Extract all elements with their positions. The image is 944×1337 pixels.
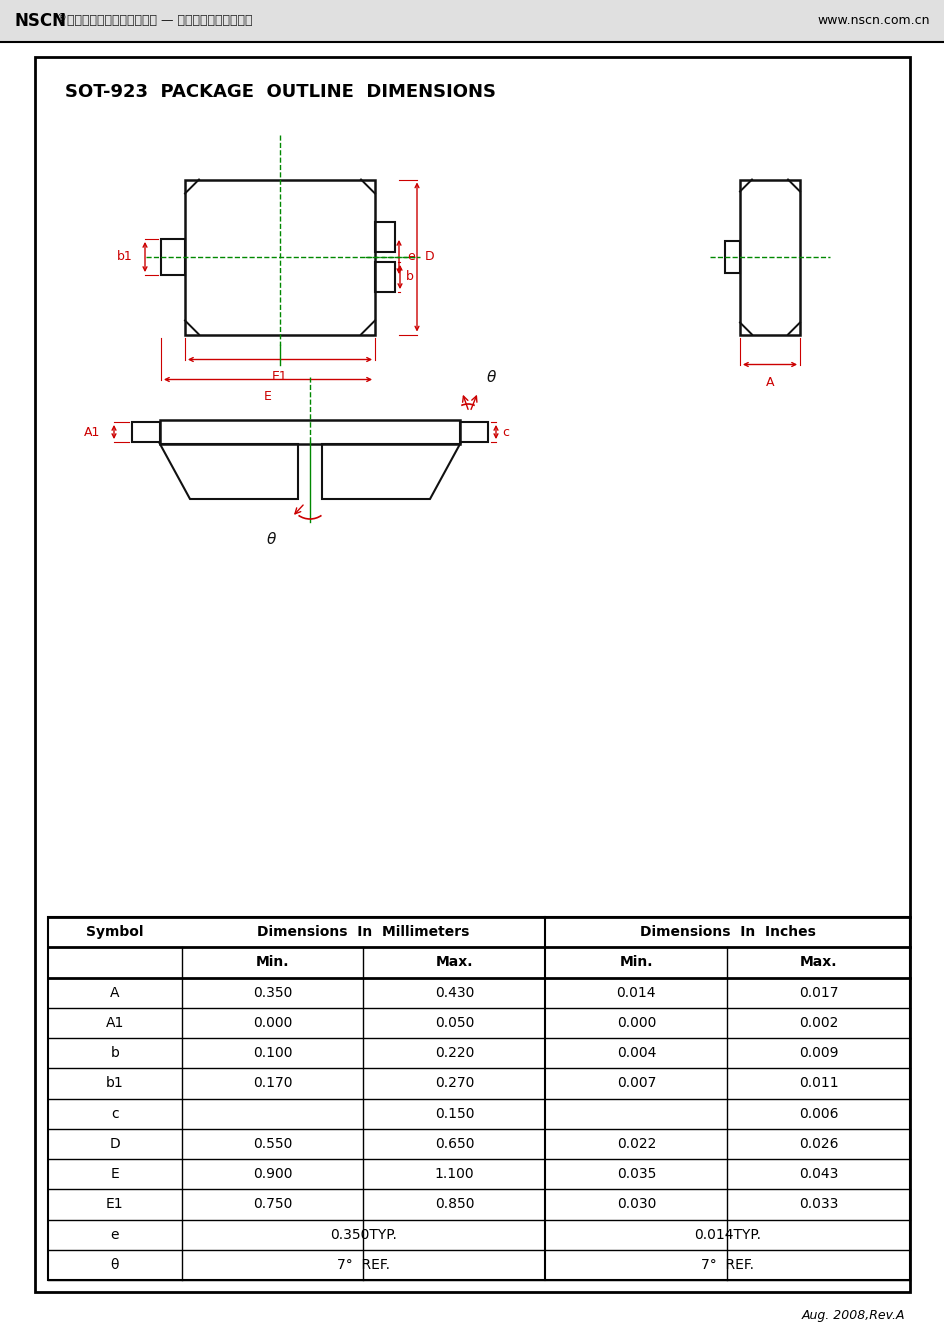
Text: 0.650: 0.650: [434, 1136, 474, 1151]
Text: 0.000: 0.000: [253, 1016, 292, 1029]
Text: θ: θ: [110, 1258, 119, 1271]
Text: 0.350TYP.: 0.350TYP.: [329, 1227, 396, 1242]
Text: A1: A1: [83, 425, 100, 439]
Text: E: E: [263, 390, 272, 404]
Text: 1.100: 1.100: [434, 1167, 474, 1181]
Text: Aug. 2008,Rev.A: Aug. 2008,Rev.A: [801, 1309, 904, 1321]
Text: 0.000: 0.000: [616, 1016, 655, 1029]
Bar: [160, 239, 185, 275]
Bar: [185, 179, 375, 334]
Text: A: A: [765, 376, 773, 389]
Text: 0.033: 0.033: [798, 1198, 837, 1211]
Bar: [739, 179, 800, 334]
Text: 0.014: 0.014: [615, 985, 655, 1000]
Text: 0.026: 0.026: [798, 1136, 837, 1151]
Text: $\theta$: $\theta$: [485, 369, 497, 385]
Text: Max.: Max.: [435, 956, 473, 969]
Text: 0.006: 0.006: [798, 1107, 837, 1120]
Text: D: D: [425, 250, 434, 263]
Text: Symbol: Symbol: [86, 925, 143, 939]
Text: A: A: [110, 985, 120, 1000]
Text: b1: b1: [117, 250, 133, 263]
Bar: [132, 422, 160, 443]
Text: 0.002: 0.002: [798, 1016, 837, 1029]
Bar: [160, 420, 460, 444]
Text: b: b: [406, 270, 413, 283]
Text: 0.050: 0.050: [434, 1016, 474, 1029]
Bar: [724, 241, 739, 273]
Text: ®: ®: [57, 13, 67, 23]
Text: D: D: [110, 1136, 120, 1151]
Text: E: E: [110, 1167, 119, 1181]
Text: e: e: [110, 1227, 119, 1242]
Text: 0.270: 0.270: [434, 1076, 474, 1091]
Text: c: c: [110, 1107, 119, 1120]
Text: 0.100: 0.100: [253, 1046, 292, 1060]
Text: Min.: Min.: [619, 956, 652, 969]
Bar: [460, 422, 487, 443]
Bar: [375, 222, 395, 251]
Text: e: e: [407, 250, 414, 263]
Text: 7°  REF.: 7° REF.: [700, 1258, 753, 1271]
Bar: [375, 262, 395, 291]
Text: 7°  REF.: 7° REF.: [337, 1258, 390, 1271]
Text: 0.004: 0.004: [616, 1046, 655, 1060]
Text: NSCN: NSCN: [15, 12, 67, 29]
Text: Max.: Max.: [799, 956, 836, 969]
Text: b1: b1: [106, 1076, 124, 1091]
Text: 0.043: 0.043: [798, 1167, 837, 1181]
Text: 0.007: 0.007: [616, 1076, 655, 1091]
Text: 0.430: 0.430: [434, 985, 474, 1000]
Text: 0.850: 0.850: [434, 1198, 474, 1211]
Bar: [0, 0, 944, 41]
Text: E1: E1: [106, 1198, 124, 1211]
Text: 0.900: 0.900: [253, 1167, 292, 1181]
Text: 0.009: 0.009: [798, 1046, 837, 1060]
Text: 0.550: 0.550: [253, 1136, 292, 1151]
Text: c: c: [501, 425, 509, 439]
Text: b: b: [110, 1046, 119, 1060]
Text: $\theta$: $\theta$: [266, 531, 278, 547]
Text: A1: A1: [106, 1016, 124, 1029]
Text: Dimensions  In  Millimeters: Dimensions In Millimeters: [257, 925, 469, 939]
Text: 0.170: 0.170: [253, 1076, 292, 1091]
Text: 0.030: 0.030: [616, 1198, 655, 1211]
Text: 0.350: 0.350: [253, 985, 292, 1000]
Text: 0.011: 0.011: [798, 1076, 837, 1091]
Bar: [48, 917, 909, 1280]
Text: 0.035: 0.035: [616, 1167, 655, 1181]
Text: 0.022: 0.022: [616, 1136, 655, 1151]
Text: 0.014TYP.: 0.014TYP.: [694, 1227, 760, 1242]
Text: 0.750: 0.750: [253, 1198, 292, 1211]
Text: 0.150: 0.150: [434, 1107, 474, 1120]
Text: Dimensions  In  Inches: Dimensions In Inches: [639, 925, 815, 939]
Text: 0.017: 0.017: [798, 985, 837, 1000]
Text: E1: E1: [272, 370, 288, 384]
Text: 【南京南山半导体有限公司 — 长电三极管选型资料】: 【南京南山半导体有限公司 — 长电三极管选型资料】: [67, 15, 252, 28]
Text: SOT-923  PACKAGE  OUTLINE  DIMENSIONS: SOT-923 PACKAGE OUTLINE DIMENSIONS: [65, 83, 496, 102]
Text: 0.220: 0.220: [434, 1046, 474, 1060]
Text: Min.: Min.: [256, 956, 289, 969]
Text: www.nscn.com.cn: www.nscn.com.cn: [817, 15, 929, 28]
